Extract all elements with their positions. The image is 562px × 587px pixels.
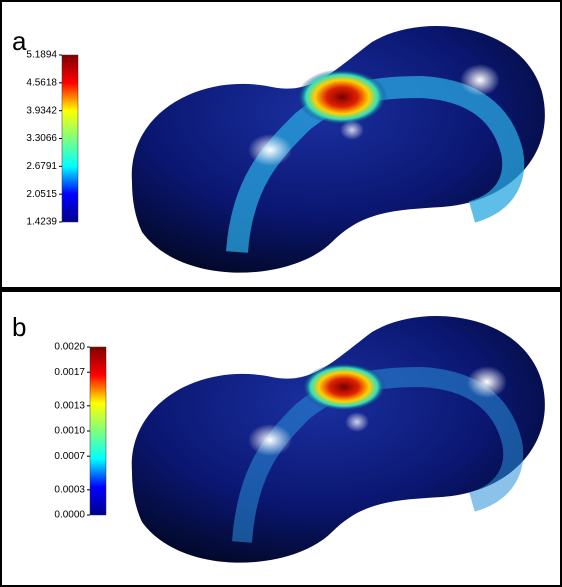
tick-label: 0.0013	[54, 400, 85, 411]
tick-label: 5.1894	[26, 50, 57, 61]
tick-label: 0.0020	[54, 342, 85, 353]
tick-label: 0.0000	[54, 510, 85, 521]
tick-label: 0.0007	[54, 451, 85, 462]
tick-label: 0.0010	[54, 426, 85, 437]
tick-label: 0.0003	[54, 484, 85, 495]
tick-label: 0.0017	[54, 367, 85, 378]
panel: b 0.0000 0.0003 0.0007 0.0010 0.0013 0.0017 0.…	[2, 292, 560, 585]
tick-label: 3.9342	[26, 105, 57, 116]
tick-label: 2.6791	[26, 161, 57, 172]
panel-label: b	[12, 312, 26, 342]
tick-label: 4.5618	[26, 77, 57, 88]
surface	[131, 26, 545, 273]
tick-label: 2.0515	[26, 189, 57, 200]
panel-label: a	[12, 26, 27, 56]
surface	[131, 316, 545, 563]
tick-label: 3.3066	[26, 133, 57, 144]
panel: a 1.4239 2.0515 2.6791 3.3066 3.9342 4.5618 5.…	[2, 2, 560, 287]
colorbar	[61, 54, 79, 223]
colorbar	[89, 346, 107, 516]
tick-label: 1.4239	[26, 217, 57, 228]
